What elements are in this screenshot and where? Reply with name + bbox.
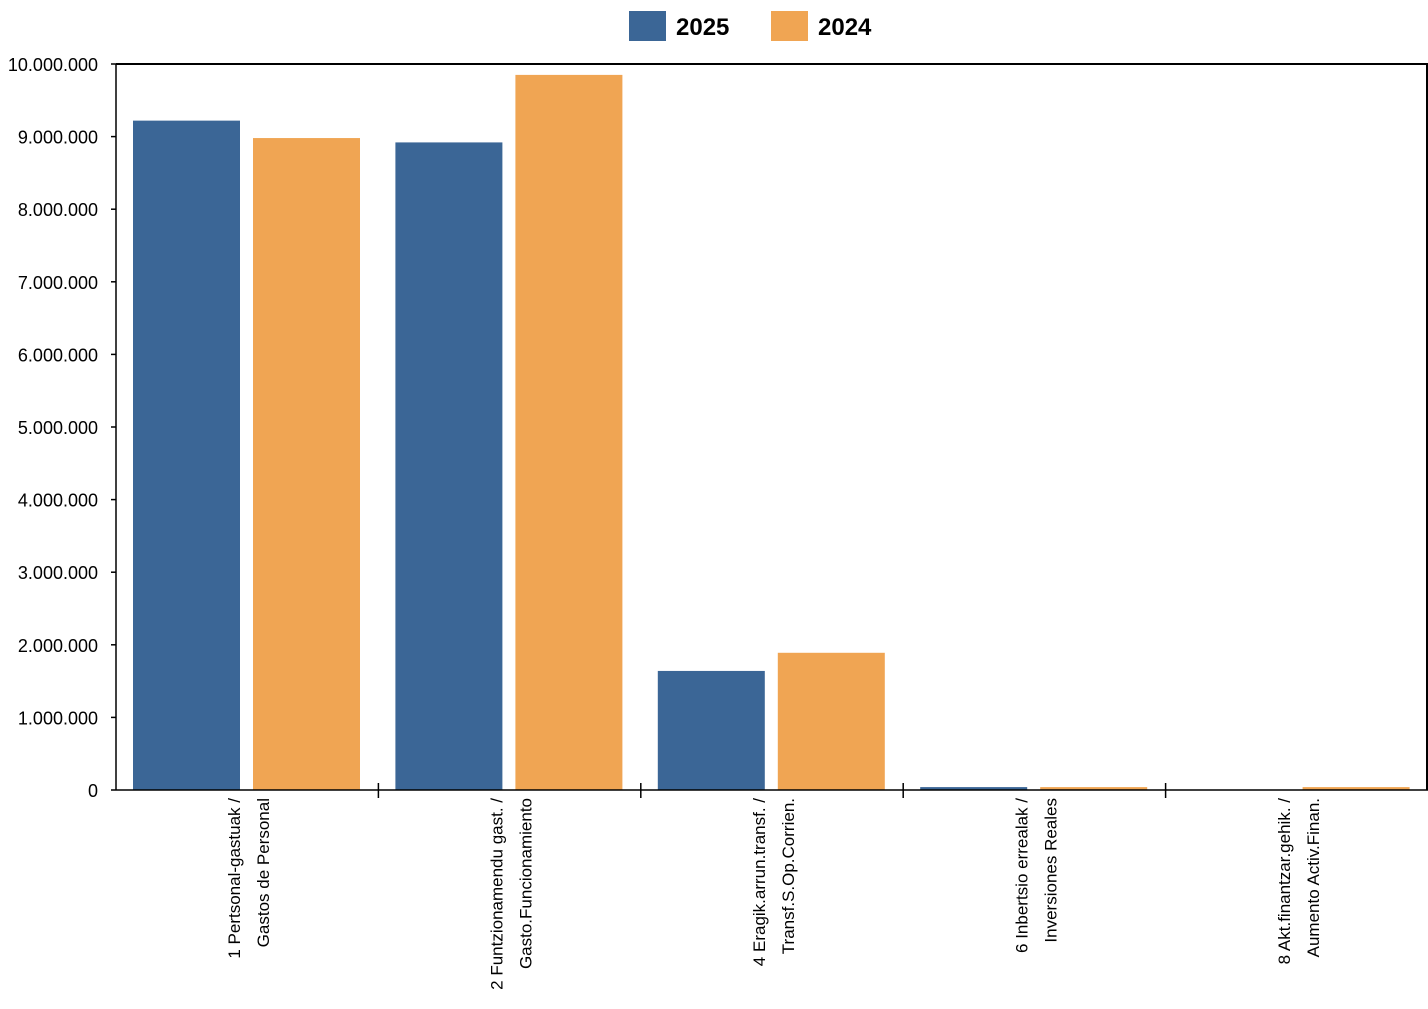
axes-group	[111, 63, 1428, 798]
y-tick-label: 4.000.000	[18, 491, 98, 511]
x-category-labels: 1 Pertsonal-gastuak / Gastos de Personal 2…	[225, 798, 1323, 990]
bar-2025-2	[395, 142, 503, 790]
y-tick-label: 3.000.000	[18, 563, 98, 583]
bar-2025-1	[133, 120, 240, 791]
x-category-label: 4 Eragik.arrun.transf. / Transf.S.Op.Corr…	[750, 798, 798, 966]
y-tick-label: 5.000.000	[18, 418, 98, 438]
bar-2024-3	[777, 652, 885, 790]
y-tick-label: 0	[88, 781, 98, 801]
y-tick-labels: 0 1.000.000 2.000.000 3.000.000 4.000.000 5.0…	[8, 55, 98, 801]
bar-2025-4	[920, 787, 1028, 790]
y-tick-label: 2.000.000	[18, 636, 98, 656]
y-tick-label: 10.000.000	[8, 55, 98, 75]
bar-2024-2	[515, 74, 623, 790]
bars-group	[133, 74, 1410, 791]
y-tick-label: 1.000.000	[18, 708, 98, 728]
legend-swatch-2025	[629, 11, 666, 41]
y-tick-label: 9.000.000	[18, 128, 98, 148]
bar-2025-3	[657, 670, 765, 790]
y-tick-label: 6.000.000	[18, 345, 98, 365]
legend-label-2024: 2024	[818, 14, 872, 41]
bar-2024-1	[253, 138, 360, 790]
bar-2024-4	[1040, 787, 1148, 790]
bar-2024-5	[1302, 787, 1410, 790]
legend: 2025 2024	[629, 11, 872, 41]
x-category-label: 1 Pertsonal-gastuak / Gastos de Personal	[225, 798, 273, 959]
legend-label-2025: 2025	[676, 14, 729, 41]
x-category-label: 6 Inbertsio errealak / Inversiones Reales	[1012, 798, 1060, 953]
y-tick-label: 7.000.000	[18, 273, 98, 293]
legend-swatch-2024	[771, 11, 808, 41]
x-category-label: 2 Funtzionamendu gast. / Gasto.Funcionami…	[488, 798, 536, 990]
y-tick-label: 8.000.000	[18, 200, 98, 220]
x-category-label: 8 Akt.finantzar.gehik. / Aumento Activ.Fi…	[1275, 798, 1323, 965]
